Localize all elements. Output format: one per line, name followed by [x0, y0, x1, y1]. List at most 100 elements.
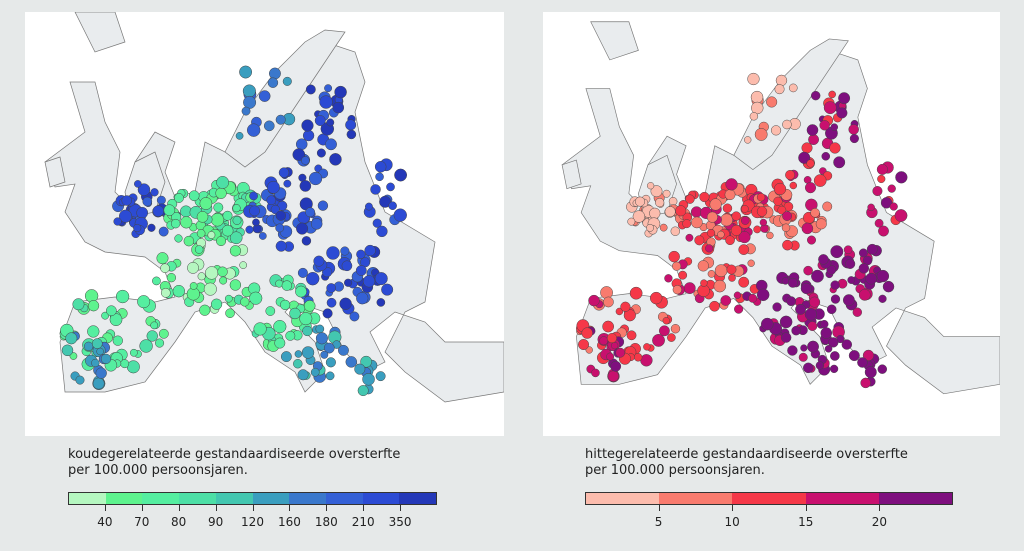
- city-marker: [874, 218, 884, 228]
- city-marker: [782, 239, 793, 251]
- city-marker: [685, 233, 694, 242]
- city-marker: [720, 213, 734, 227]
- city-marker: [302, 325, 313, 337]
- city-marker: [740, 205, 749, 213]
- city-marker: [838, 92, 851, 105]
- city-marker: [325, 371, 335, 381]
- city-marker: [643, 343, 651, 351]
- tick-label: 20: [871, 515, 888, 529]
- city-marker: [303, 300, 316, 312]
- city-marker: [109, 313, 123, 327]
- city-marker: [133, 223, 142, 233]
- cold-mortality-map: [25, 12, 504, 436]
- city-marker: [811, 269, 824, 283]
- city-marker: [136, 206, 149, 219]
- city-marker: [345, 356, 358, 368]
- city-marker: [813, 174, 827, 187]
- city-marker: [707, 270, 716, 278]
- city-marker: [774, 84, 785, 95]
- city-marker: [766, 96, 778, 108]
- scale-bin: [878, 493, 953, 504]
- scale-bin: [805, 493, 879, 504]
- city-marker: [150, 321, 159, 330]
- city-marker: [789, 181, 798, 190]
- city-marker: [278, 167, 290, 178]
- city-marker: [258, 232, 267, 240]
- city-marker: [224, 294, 233, 303]
- city-marker: [878, 225, 889, 237]
- city-marker: [602, 320, 614, 333]
- city-marker: [297, 267, 308, 278]
- city-marker: [818, 254, 829, 265]
- city-marker: [297, 369, 309, 381]
- cold-color-scale: [68, 492, 437, 505]
- city-marker: [72, 298, 85, 311]
- city-marker: [828, 90, 836, 99]
- city-marker: [299, 180, 312, 192]
- tick-mark: [289, 505, 291, 511]
- city-marker: [744, 136, 752, 144]
- city-marker: [394, 168, 407, 182]
- city-marker: [283, 179, 292, 188]
- city-marker: [274, 337, 286, 349]
- city-marker: [243, 95, 257, 109]
- city-marker: [709, 198, 722, 211]
- city-marker: [847, 276, 856, 284]
- city-marker: [388, 201, 397, 211]
- city-marker: [319, 95, 333, 109]
- city-marker: [87, 325, 100, 338]
- scale-bin: [69, 493, 106, 504]
- city-marker: [866, 243, 878, 255]
- city-marker: [155, 338, 165, 348]
- city-marker: [316, 148, 326, 158]
- city-marker: [830, 351, 840, 361]
- city-marker: [620, 301, 631, 312]
- city-marker: [266, 195, 277, 206]
- city-marker: [678, 270, 688, 280]
- city-marker: [858, 248, 868, 258]
- city-marker: [295, 285, 307, 298]
- city-marker: [821, 152, 831, 161]
- city-marker: [310, 218, 323, 230]
- city-marker: [393, 208, 407, 222]
- city-marker: [183, 235, 195, 247]
- city-marker: [828, 337, 839, 348]
- city-marker: [760, 317, 774, 331]
- tick-mark: [732, 505, 734, 511]
- city-marker: [339, 297, 352, 310]
- city-marker: [249, 291, 263, 305]
- city-marker: [782, 211, 792, 221]
- city-marker: [691, 216, 703, 229]
- city-marker: [640, 354, 653, 367]
- city-marker: [170, 218, 181, 229]
- city-marker: [833, 156, 846, 169]
- city-marker: [786, 296, 797, 307]
- city-marker: [292, 148, 306, 161]
- city-marker: [216, 176, 230, 189]
- city-marker: [806, 159, 815, 168]
- city-marker: [235, 132, 244, 140]
- city-marker: [269, 67, 281, 80]
- city-marker: [815, 218, 827, 230]
- city-marker: [299, 312, 313, 326]
- city-marker: [281, 280, 293, 291]
- city-marker: [379, 195, 392, 208]
- scale-bin: [215, 493, 253, 504]
- city-marker: [773, 182, 787, 196]
- city-marker: [253, 322, 267, 336]
- land-shape: [561, 159, 582, 190]
- tick-mark: [805, 505, 807, 511]
- city-marker: [229, 245, 242, 257]
- city-marker: [887, 184, 896, 193]
- scale-bin: [362, 493, 400, 504]
- city-marker: [801, 222, 814, 235]
- city-marker: [655, 197, 665, 208]
- city-marker: [295, 138, 308, 150]
- city-marker: [877, 364, 888, 374]
- city-marker: [800, 344, 808, 352]
- city-marker: [242, 84, 256, 98]
- city-marker: [134, 180, 142, 188]
- city-marker: [142, 196, 153, 207]
- city-marker: [294, 350, 303, 358]
- city-marker: [239, 261, 248, 269]
